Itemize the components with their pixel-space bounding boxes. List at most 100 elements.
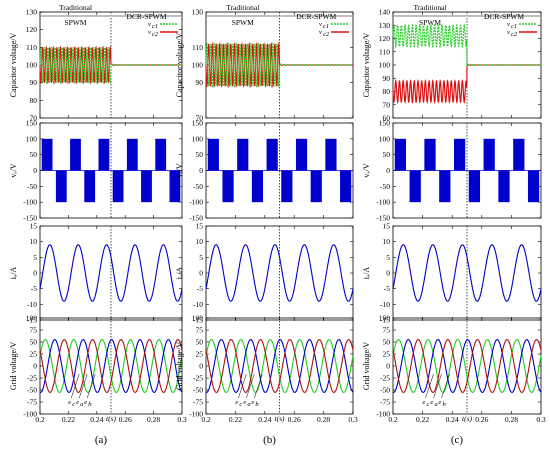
series-ia-line	[39, 244, 183, 302]
header-traditional-line1: Traditional	[226, 3, 259, 12]
annotation-arrow	[425, 373, 434, 399]
x-tick-label: 0.28	[317, 415, 330, 424]
y-tick-label: -150	[23, 214, 37, 223]
y-tick-label: 100	[192, 61, 204, 70]
header-dcr-spwm: DCR-SPWM	[126, 12, 166, 21]
y-tick-label: -5	[384, 284, 390, 293]
y-tick-label: -25	[380, 374, 390, 383]
capacitor-voltage-ylabel: Capacitor voltage/V	[9, 32, 18, 97]
legend-vc2-label: v	[319, 29, 322, 36]
annotation-arrow	[238, 373, 247, 399]
pulse-block	[126, 138, 138, 171]
phase-voltage-ylabel: vₐ/V	[175, 163, 184, 177]
annotation-ea-sub: a	[80, 401, 83, 408]
x-tick-label: 0.2	[388, 415, 398, 424]
x-tick-label: 0.24	[258, 415, 271, 424]
x-tick-label: 0.28	[147, 415, 160, 424]
phase-voltage-ylabel: vₐ/V	[9, 163, 18, 177]
annotation-ea-sub: a	[435, 401, 438, 408]
header-traditional-line1: Traditional	[413, 3, 446, 12]
y-tick-label: -5	[31, 284, 37, 293]
y-tick-label: 50	[383, 150, 391, 159]
x-axis-label: t(s)	[106, 414, 117, 423]
y-tick-label: 100	[379, 61, 391, 70]
pulse-block	[237, 138, 249, 171]
pulse-block	[498, 170, 510, 203]
legend-vc1-label: v	[319, 21, 322, 28]
y-tick-label: 150	[379, 119, 391, 128]
x-tick-label: 0.22	[416, 415, 429, 424]
series-eb-line	[39, 339, 183, 393]
series-ea-line	[39, 339, 183, 393]
annotation-eb: e	[439, 399, 442, 406]
annotation-ea: e	[243, 399, 246, 406]
pulse-block	[325, 138, 337, 171]
y-tick-label: 120	[26, 25, 38, 34]
y-tick-label: -100	[189, 198, 203, 207]
series-eb-line	[205, 339, 354, 393]
y-tick-label: -5	[197, 284, 203, 293]
y-tick-label: -75	[193, 398, 203, 407]
current-panel: -15 -10 -5 0 5 10 15 iₐ/A	[9, 222, 183, 325]
capacitor-voltage-panel: 60 70 80 90 100 110 120 130 140 Capacitor voltage…	[362, 3, 542, 123]
y-tick-label: -15	[193, 316, 203, 325]
series-ec-line	[39, 339, 183, 393]
y-tick-label: -10	[380, 300, 390, 309]
y-tick-label: -100	[189, 410, 203, 419]
annotation-arrow	[441, 373, 450, 399]
y-tick-label: -15	[380, 316, 390, 325]
legend-vc2-sub: c2	[323, 31, 330, 38]
header-dcr-spwm: DCR-SPWM	[296, 12, 336, 21]
y-tick-label: 50	[30, 338, 38, 347]
header-dcr-spwm: DCR-SPWM	[484, 12, 524, 21]
grid-voltage-ylabel: Grid voltage/V	[362, 342, 371, 390]
x-tick-label: 0.3	[348, 415, 358, 424]
series-ia-line	[205, 244, 354, 302]
grid-voltage-ylabel: Grid voltage/V	[175, 342, 184, 390]
y-tick-label: -100	[376, 198, 390, 207]
y-tick-label: 75	[383, 326, 391, 335]
y-tick-label: 50	[196, 150, 204, 159]
y-tick-label: 0	[33, 362, 37, 371]
capacitor-voltage-panel: 70 80 90 100 110 120 130 Capacitor voltage/V Tra…	[9, 3, 183, 123]
pulse-block	[295, 138, 308, 171]
series-vc1-line	[392, 23, 542, 67]
pulse-block	[141, 170, 152, 203]
y-tick-label: -50	[27, 182, 37, 191]
header-traditional-line2: SPWM	[232, 18, 254, 27]
annotation-arrow	[87, 373, 96, 399]
annotation-ec-sub: c	[427, 401, 430, 408]
y-tick-label: 110	[379, 47, 390, 56]
pulse-block	[207, 138, 219, 171]
annotation-eb: e	[251, 399, 254, 406]
x-axis-label: t(s)	[462, 414, 473, 423]
annotation-eb-sub: b	[255, 401, 259, 408]
pulse-block	[70, 138, 81, 171]
x-tick-label: 0.26	[288, 415, 301, 424]
current-panel: -15 -10 -5 0 5 10 15 iₐ/A	[175, 222, 354, 325]
pulse-block	[468, 170, 481, 203]
y-tick-label: 75	[196, 326, 204, 335]
series-ea-line	[205, 339, 354, 393]
series-ec-line	[205, 339, 354, 393]
pulse-block	[394, 138, 407, 171]
y-tick-label: 5	[33, 253, 37, 262]
y-tick-label: 0	[33, 166, 37, 175]
annotation-eb-sub: b	[88, 401, 92, 408]
y-tick-label: 150	[192, 119, 204, 128]
y-tick-label: -75	[27, 398, 37, 407]
y-tick-label: 25	[383, 350, 391, 359]
grid-voltage-ylabel: Grid voltage/V	[9, 342, 18, 390]
y-tick-label: 110	[192, 43, 203, 52]
current-frame	[39, 225, 183, 321]
y-tick-label: 0	[386, 362, 390, 371]
y-tick-label: 15	[383, 222, 391, 231]
y-tick-label: 100	[192, 134, 204, 143]
current-frame	[392, 225, 542, 321]
y-tick-label: 75	[30, 326, 38, 335]
y-tick-label: 25	[196, 350, 204, 359]
